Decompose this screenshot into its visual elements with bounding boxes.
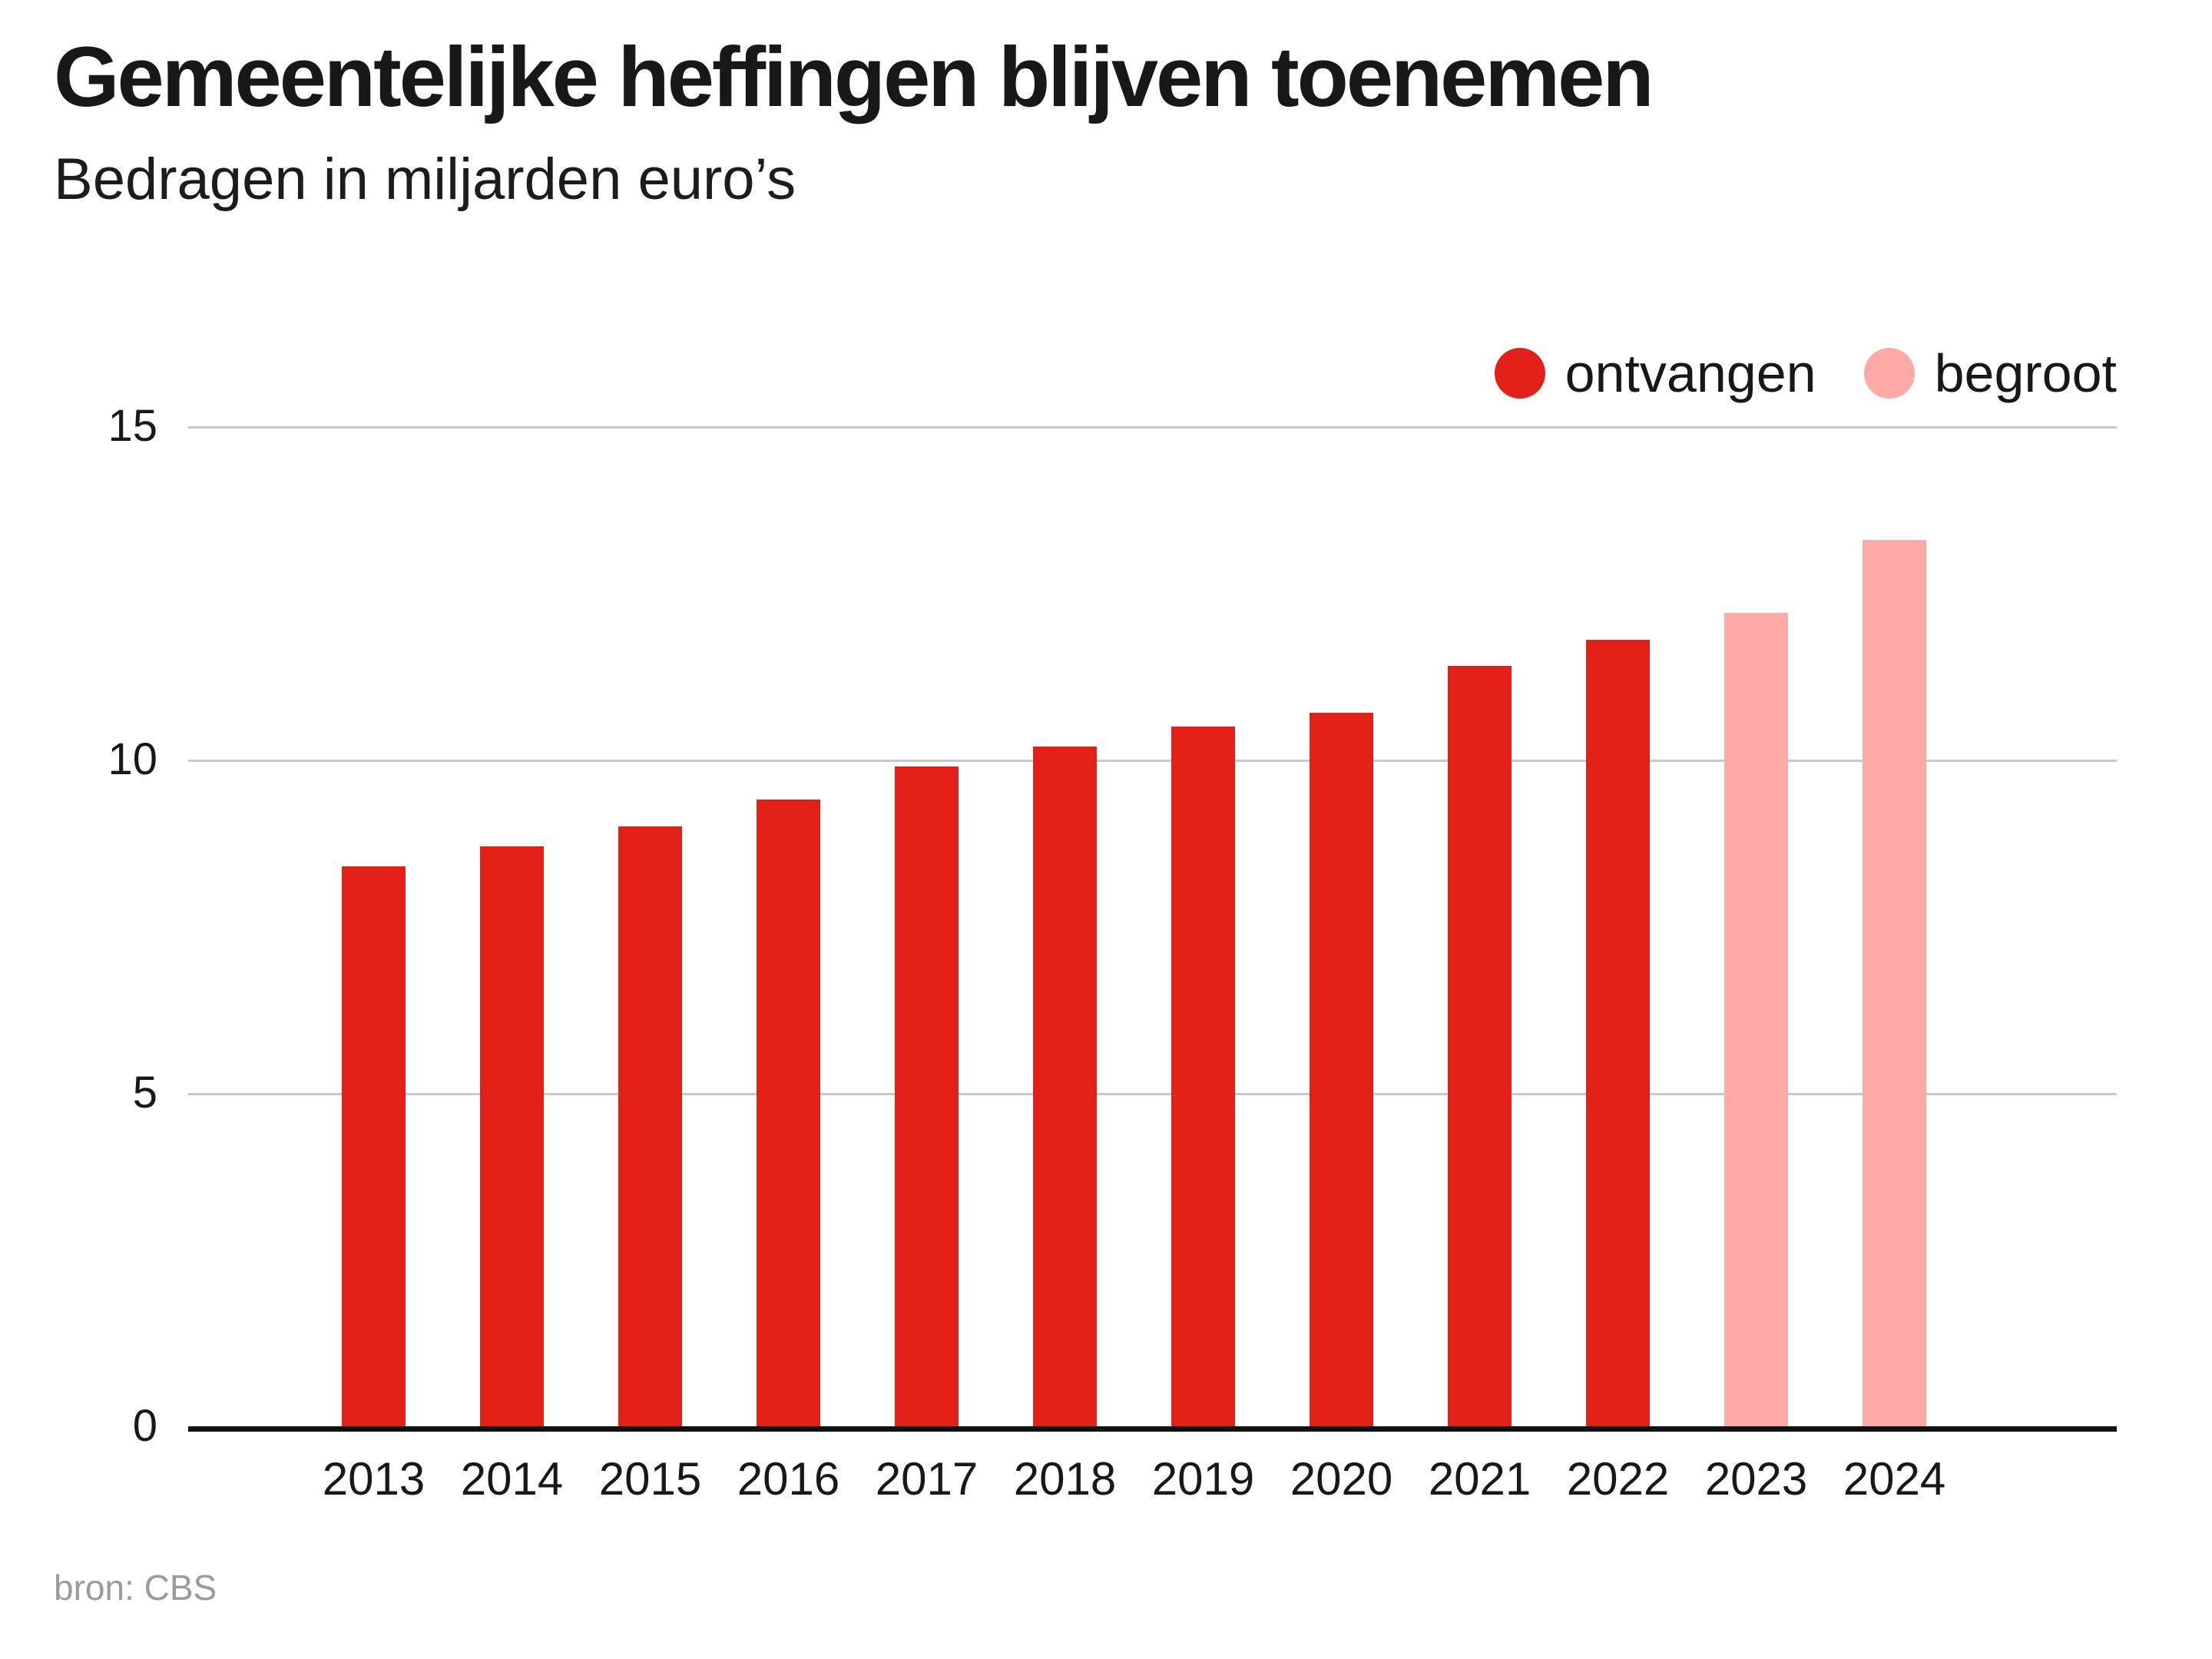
legend-label: begroot [1934,343,2117,403]
x-tick-label: 2023 [1704,1453,1808,1505]
x-tick-label: 2018 [1013,1453,1117,1505]
y-tick-label: 5 [132,1068,157,1118]
bar-2022-ontvangen [1586,640,1650,1426]
legend-swatch-icon [1494,348,1545,399]
x-tick-label: 2024 [1843,1453,1946,1505]
bar-2021-ontvangen [1448,666,1512,1426]
bar-2015-ontvangen [618,826,682,1426]
y-tick-label: 15 [108,401,157,451]
bar-2023-begroot [1724,613,1788,1426]
source-note: bron: CBS [54,1568,217,1608]
legend-swatch-icon [1863,348,1915,399]
x-tick-label: 2016 [737,1453,840,1505]
bar-2017-ontvangen [895,767,959,1426]
bar-2019-ontvangen [1171,727,1235,1426]
x-tick-label: 2013 [322,1453,426,1505]
x-tick-label: 2014 [460,1453,564,1505]
y-tick-label: 0 [132,1401,157,1451]
y-tick-label: 10 [108,734,157,784]
plot-area [188,426,2117,1432]
x-tick-label: 2021 [1428,1453,1532,1505]
legend-item-ontvangen: ontvangen [1494,343,1816,403]
x-tick-label: 2020 [1290,1453,1393,1505]
bar-2014-ontvangen [480,846,544,1426]
x-tick-label: 2017 [875,1453,979,1505]
x-tick-label: 2022 [1566,1453,1670,1505]
bar-2020-ontvangen [1310,713,1373,1426]
bar-2018-ontvangen [1033,747,1097,1426]
chart-subtitle: Bedragen in miljarden euro’s [54,147,796,212]
legend-item-begroot: begroot [1863,343,2117,403]
bar-2016-ontvangen [757,800,820,1426]
bar-2013-ontvangen [342,866,406,1426]
bar-2024-begroot [1863,540,1926,1426]
gridline [188,760,2117,762]
x-tick-label: 2015 [598,1453,702,1505]
legend-label: ontvangen [1565,343,1816,403]
gridline [188,1093,2117,1095]
gridline [188,426,2117,429]
x-tick-label: 2019 [1151,1453,1255,1505]
chart-title: Gemeentelijke heffingen blijven toenemen [54,30,1654,124]
legend: ontvangen begroot [1494,338,2117,409]
